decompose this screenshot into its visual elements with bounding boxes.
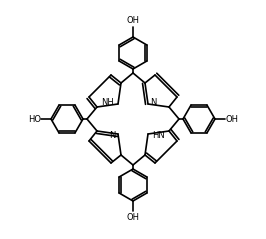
Text: HO: HO <box>28 114 41 124</box>
Text: N: N <box>110 131 116 141</box>
Text: N: N <box>150 98 156 107</box>
Text: HN: HN <box>152 131 165 141</box>
Text: OH: OH <box>127 213 139 222</box>
Text: OH: OH <box>225 114 238 124</box>
Text: NH: NH <box>101 98 114 107</box>
Text: OH: OH <box>127 16 139 25</box>
